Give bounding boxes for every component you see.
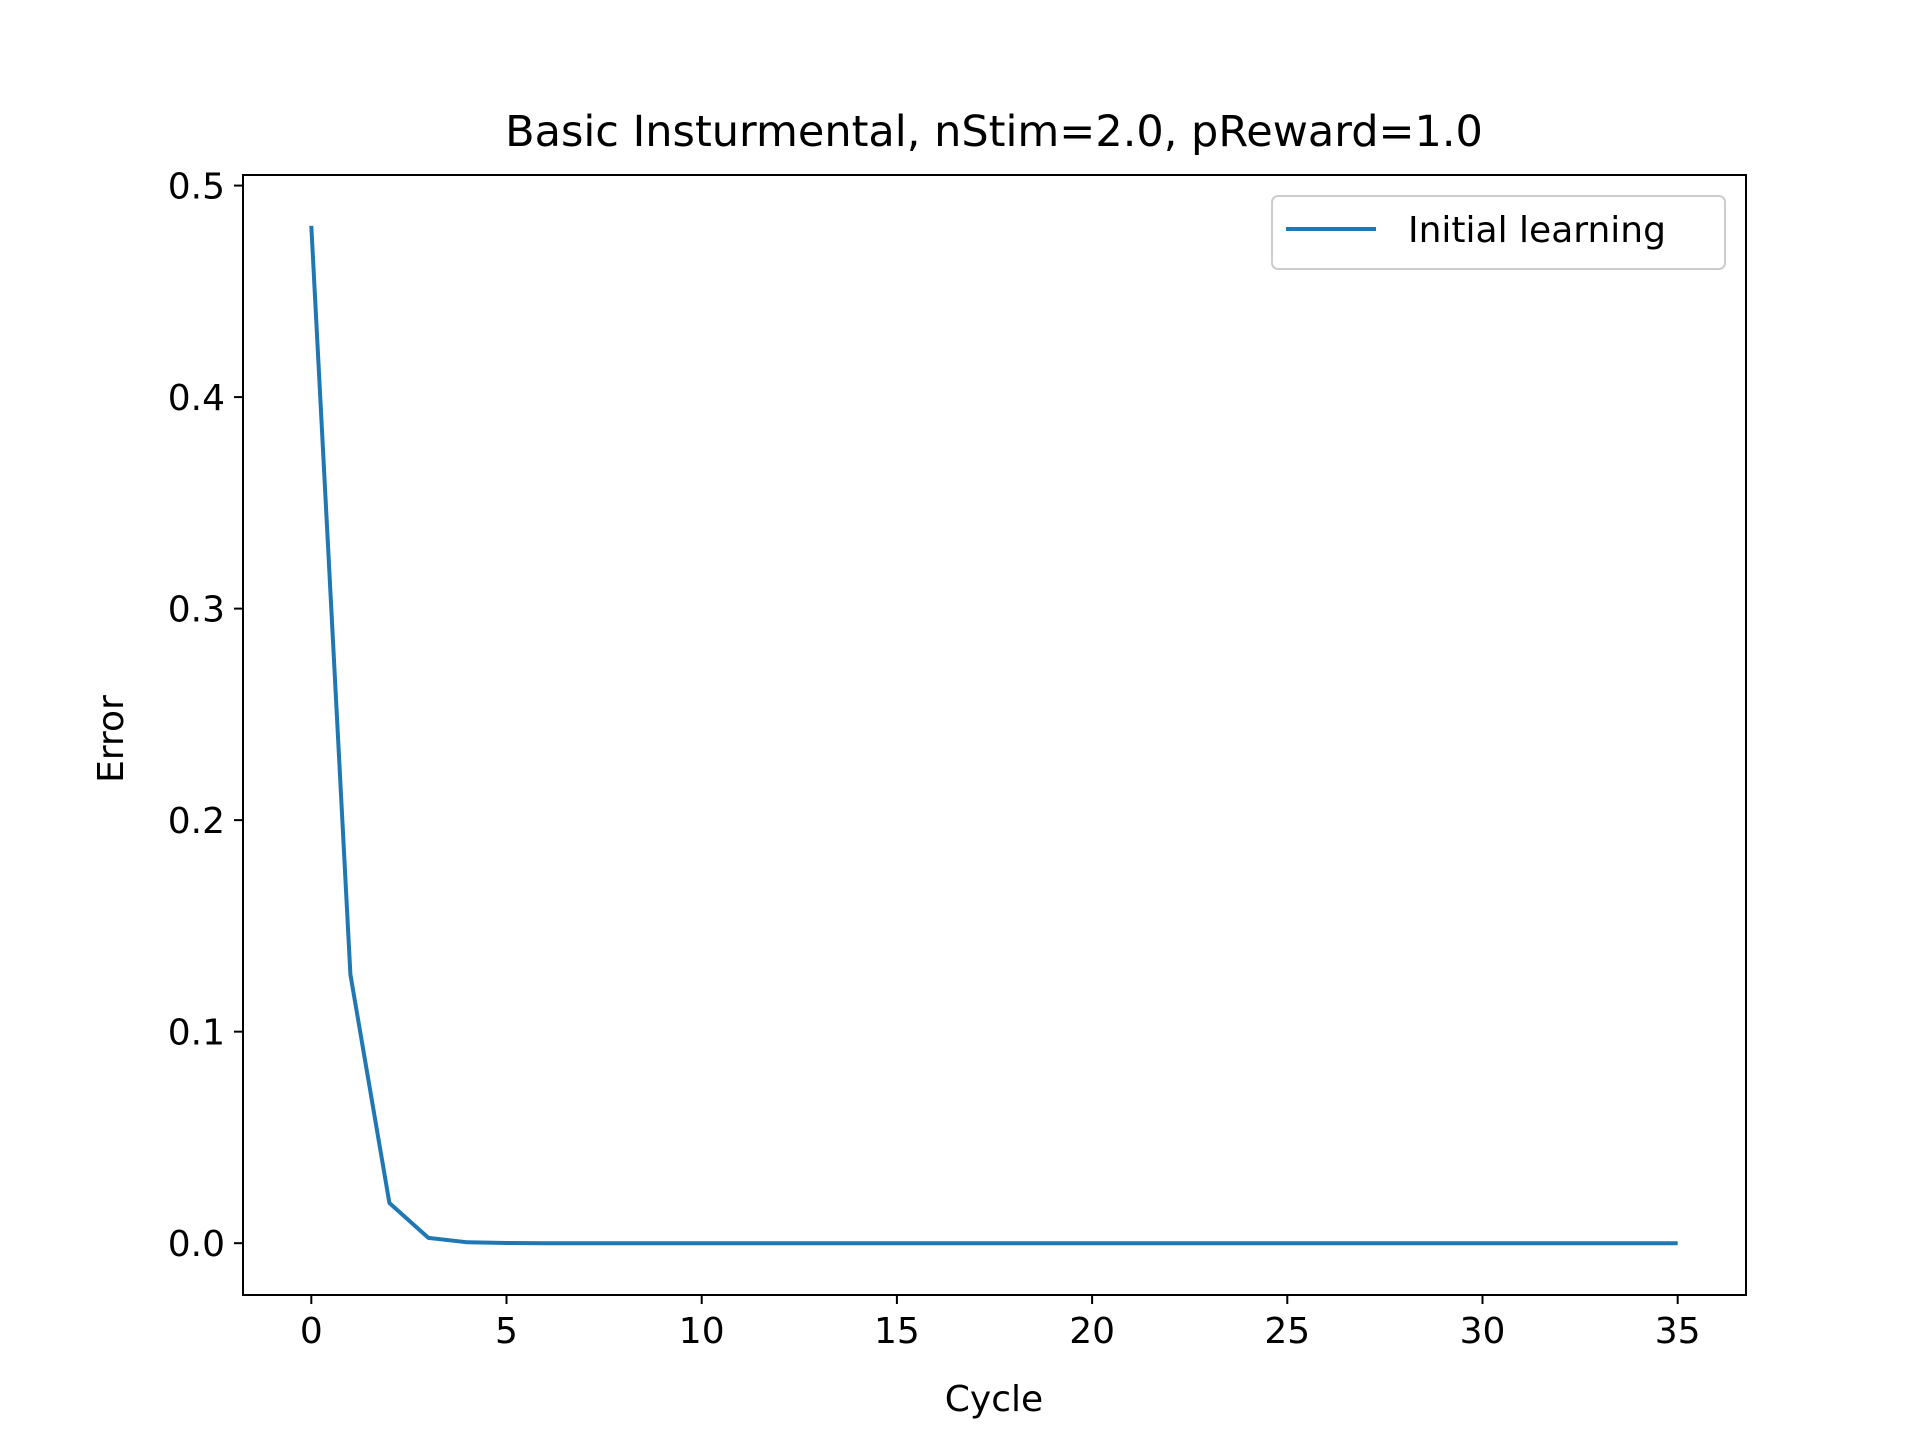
y-tick-label: 0.4 (168, 378, 225, 419)
y-tick-label: 0.5 (168, 167, 225, 208)
y-tick-label: 0.3 (168, 590, 225, 631)
legend: Initial learning (1271, 195, 1726, 270)
legend-label: Initial learning (1408, 210, 1666, 251)
x-tick-label: 30 (1460, 1311, 1506, 1352)
y-tick-label: 0.0 (168, 1224, 225, 1265)
x-tick-label: 10 (679, 1311, 725, 1352)
y-tick-label: 0.1 (168, 1013, 225, 1054)
axes-frame (242, 174, 1747, 1296)
plot-area (309, 225, 1678, 1246)
chart-title: Basic Insturmental, nStim=2.0, pReward=1… (505, 107, 1483, 157)
y-tick-label: 0.2 (168, 801, 225, 842)
y-axis-label: Error (91, 695, 132, 783)
legend-box (1271, 195, 1726, 270)
y-axis: 0.0 0.1 0.2 0.3 0.4 0.5 (168, 167, 243, 1265)
x-tick-label: 0 (300, 1311, 323, 1352)
series-line (309, 225, 1678, 1246)
x-axis: 0 5 10 15 20 25 30 35 (300, 1295, 1701, 1352)
x-tick-label: 5 (495, 1311, 518, 1352)
x-tick-label: 35 (1655, 1311, 1701, 1352)
x-tick-label: 25 (1264, 1311, 1310, 1352)
x-tick-label: 15 (874, 1311, 920, 1352)
x-tick-label: 20 (1069, 1311, 1115, 1352)
x-axis-label: Cycle (945, 1379, 1043, 1420)
